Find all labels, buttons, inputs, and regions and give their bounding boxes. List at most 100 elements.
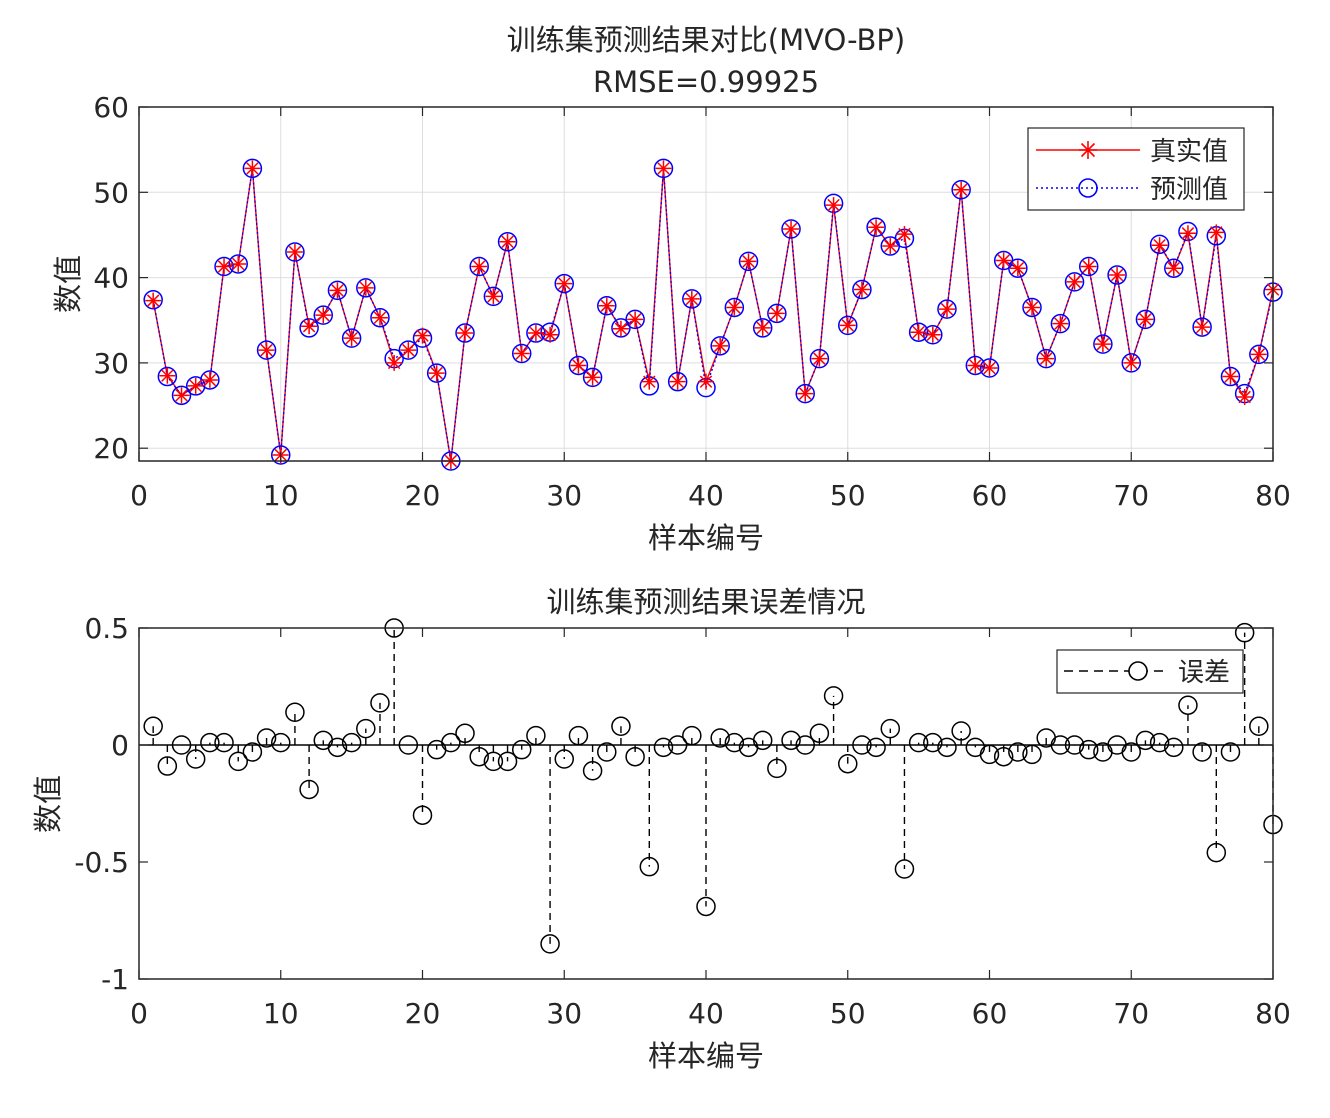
predicted-point [1036, 348, 1056, 369]
true-point [1165, 260, 1182, 277]
true-point [1137, 311, 1154, 328]
error-point [937, 737, 957, 758]
error-point [781, 730, 801, 751]
predicted-point [143, 290, 163, 310]
true-point [853, 281, 870, 298]
error-point [185, 749, 206, 769]
legend-circle-marker [1078, 178, 1098, 198]
true-point [896, 226, 913, 243]
error-point [356, 718, 376, 739]
error-point [823, 686, 844, 706]
top-x-tick-label: 70 [1113, 479, 1149, 512]
predicted-point [1164, 258, 1184, 278]
true-point [428, 365, 445, 382]
predicted-point [937, 299, 957, 319]
top-x-tick-label: 60 [972, 479, 1008, 512]
true-point [357, 279, 374, 296]
true-point [669, 373, 686, 390]
true-point [343, 330, 360, 347]
error-point [1022, 744, 1042, 765]
predicted-point [965, 355, 986, 376]
true-point [556, 275, 573, 292]
error-point [171, 735, 192, 755]
true-point [1109, 267, 1126, 284]
error-point [795, 735, 815, 755]
true-point [726, 299, 743, 316]
error-point [1135, 730, 1156, 751]
true-point [230, 255, 247, 272]
predicted-point [667, 371, 688, 392]
bottom-y-tick-label: 0.5 [84, 612, 129, 645]
error-point [752, 730, 773, 751]
error-point [1192, 742, 1212, 762]
predicted-point [370, 307, 390, 328]
true-point [953, 181, 970, 198]
error-point [625, 746, 645, 767]
predicted-point [1078, 256, 1099, 277]
predicted-point [1064, 272, 1085, 292]
bottom-y-axis-label: 数值 [31, 775, 65, 833]
predicted-point [1192, 317, 1212, 337]
error-point [993, 746, 1014, 767]
legend-pred-label: 预测值 [1150, 175, 1228, 205]
error-point [441, 732, 461, 753]
true-point [882, 238, 899, 255]
true-point [1038, 350, 1055, 367]
error-point [1206, 842, 1227, 863]
error-point [554, 749, 574, 769]
true-point [1123, 354, 1140, 371]
top-y-tick-label: 60 [93, 91, 129, 124]
predicted-point [568, 355, 589, 376]
bottom-x-tick-label: 80 [1255, 997, 1291, 1030]
true-point [499, 233, 516, 250]
top-legend[interactable]: 真实值 预测值 [1027, 127, 1245, 211]
error-point [894, 859, 915, 879]
bottom-y-tick-label: -1 [101, 963, 129, 996]
bottom-legend[interactable]: 误差 [1056, 649, 1244, 694]
error-point [483, 751, 504, 772]
error-point [200, 732, 220, 753]
predicted-point [327, 280, 348, 301]
predicted-point [795, 383, 815, 404]
predicted-point [483, 286, 504, 307]
predicted-point [1249, 344, 1269, 365]
error-point [526, 725, 546, 746]
legend-error-marker [1128, 661, 1148, 681]
predicted-point [497, 232, 518, 252]
error-point [1164, 737, 1184, 758]
true-point [938, 301, 955, 318]
error-point [767, 758, 787, 779]
predicted-point [767, 303, 787, 324]
true-point [868, 219, 885, 236]
predicted-point [923, 325, 943, 345]
true-point [301, 318, 318, 335]
predicted-point [625, 309, 645, 330]
true-point [329, 282, 346, 299]
true-point [513, 345, 530, 362]
error-point [908, 732, 929, 753]
predicted-point [271, 445, 291, 465]
true-point [173, 387, 190, 404]
true-point [1066, 273, 1083, 290]
predicted-point [979, 358, 1000, 378]
top-x-tick-label: 50 [830, 479, 866, 512]
predicted-point [214, 256, 234, 277]
predicted-point [228, 254, 248, 274]
predicted-point [398, 340, 419, 360]
top-x-tick-label: 0 [130, 479, 148, 512]
top-y-tick-label: 20 [93, 432, 129, 465]
predicted-point [426, 363, 447, 383]
error-point [639, 856, 660, 877]
true-point [371, 309, 388, 326]
bottom-x-tick-label: 10 [263, 997, 299, 1030]
predicted-point [738, 251, 759, 272]
true-point [627, 311, 644, 328]
true-point [315, 307, 332, 324]
bottom-x-axis-label: 样本编号 [648, 1039, 764, 1073]
error-point [611, 716, 631, 737]
error-point [568, 725, 589, 746]
error-point [597, 742, 617, 762]
error-point [653, 737, 674, 758]
true-point [698, 373, 714, 390]
error-point [398, 735, 419, 755]
